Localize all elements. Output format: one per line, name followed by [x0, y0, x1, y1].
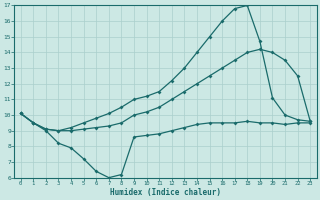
X-axis label: Humidex (Indice chaleur): Humidex (Indice chaleur) — [110, 188, 221, 197]
